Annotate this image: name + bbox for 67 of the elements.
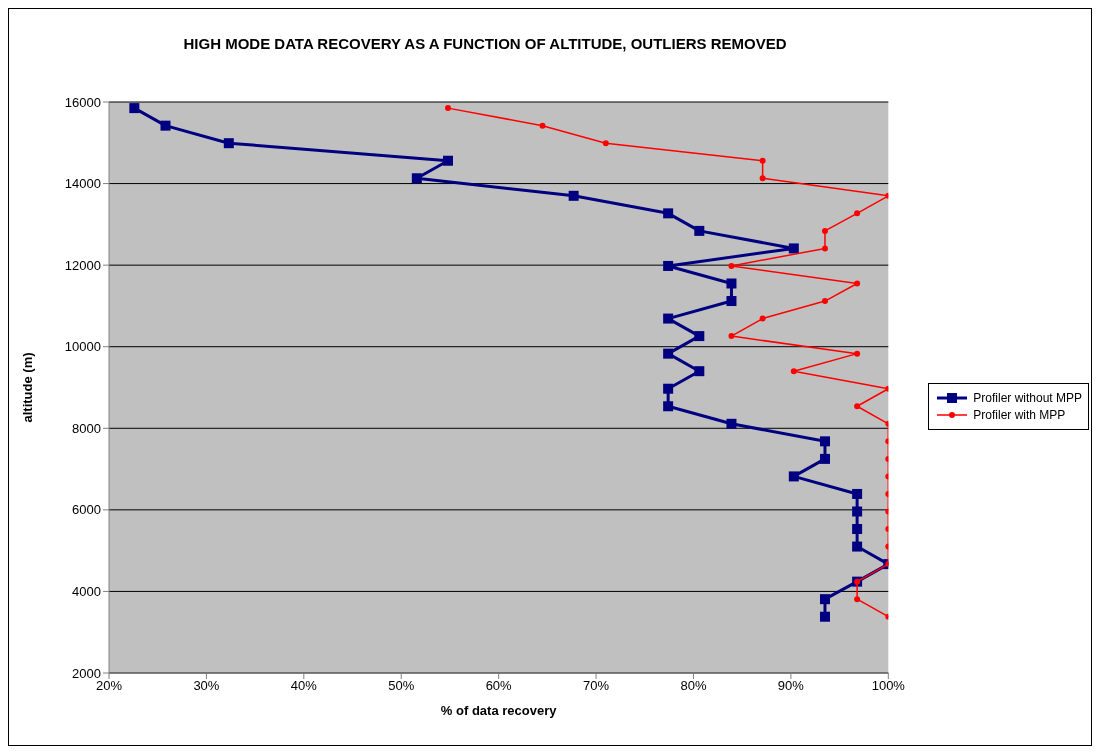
x-tick-label: 70% bbox=[583, 678, 610, 694]
point bbox=[852, 506, 863, 517]
point bbox=[663, 348, 674, 359]
point bbox=[854, 596, 861, 603]
legend-label: Profiler without MPP bbox=[973, 390, 1082, 405]
point bbox=[728, 333, 735, 340]
point bbox=[223, 138, 234, 149]
point bbox=[442, 155, 453, 166]
point bbox=[663, 313, 674, 324]
point bbox=[788, 243, 799, 254]
point bbox=[821, 227, 828, 234]
point bbox=[819, 453, 830, 464]
point bbox=[539, 122, 546, 129]
point bbox=[854, 403, 861, 410]
point bbox=[854, 210, 861, 217]
x-tick-label: 50% bbox=[388, 678, 415, 694]
point bbox=[790, 368, 797, 375]
point bbox=[726, 296, 737, 307]
x-tick-label: 90% bbox=[777, 678, 805, 694]
point bbox=[568, 190, 579, 201]
x-tick-label: 20% bbox=[95, 678, 123, 694]
point bbox=[663, 401, 674, 412]
y-tick-label: 10000 bbox=[64, 339, 101, 355]
point bbox=[852, 488, 863, 499]
x-tick-label: 60% bbox=[485, 678, 513, 694]
point bbox=[728, 262, 735, 269]
legend-label: Profiler with MPP bbox=[973, 407, 1066, 422]
point bbox=[854, 280, 861, 287]
point bbox=[852, 541, 863, 552]
point bbox=[663, 260, 674, 271]
y-axis-title: altitude (m) bbox=[19, 352, 35, 423]
point bbox=[160, 120, 171, 131]
point bbox=[759, 315, 766, 322]
y-tick-label: 14000 bbox=[64, 176, 101, 192]
y-tick-label: 16000 bbox=[64, 94, 101, 110]
x-tick-label: 80% bbox=[680, 678, 707, 694]
point bbox=[663, 383, 674, 394]
point bbox=[726, 418, 737, 429]
point bbox=[819, 611, 830, 622]
point bbox=[694, 366, 705, 377]
y-tick-label: 4000 bbox=[72, 584, 101, 600]
point bbox=[694, 225, 705, 236]
point bbox=[852, 524, 863, 535]
y-tick-label: 2000 bbox=[72, 665, 101, 681]
point bbox=[821, 298, 828, 305]
x-tick-label: 100% bbox=[871, 678, 906, 694]
point bbox=[854, 350, 861, 357]
point bbox=[602, 140, 609, 147]
point bbox=[819, 436, 830, 447]
y-tick-label: 6000 bbox=[72, 502, 101, 518]
point bbox=[663, 208, 674, 219]
x-tick-label: 30% bbox=[193, 678, 220, 694]
point bbox=[129, 103, 140, 114]
x-tick-label: 40% bbox=[290, 678, 318, 694]
point bbox=[759, 157, 766, 164]
point bbox=[821, 245, 828, 252]
point bbox=[694, 331, 705, 342]
x-axis-title: % of data recovery bbox=[440, 703, 558, 718]
y-tick-label: 12000 bbox=[64, 257, 101, 273]
point bbox=[788, 471, 799, 482]
point bbox=[726, 278, 737, 289]
point bbox=[759, 175, 766, 182]
y-tick-label: 8000 bbox=[72, 420, 101, 436]
point bbox=[411, 173, 422, 184]
chart-title: HIGH MODE DATA RECOVERY AS A FUNCTION OF ALTITUDE, OUTLIERS REMOVED bbox=[182, 34, 788, 54]
point bbox=[819, 594, 830, 605]
point bbox=[444, 105, 451, 112]
